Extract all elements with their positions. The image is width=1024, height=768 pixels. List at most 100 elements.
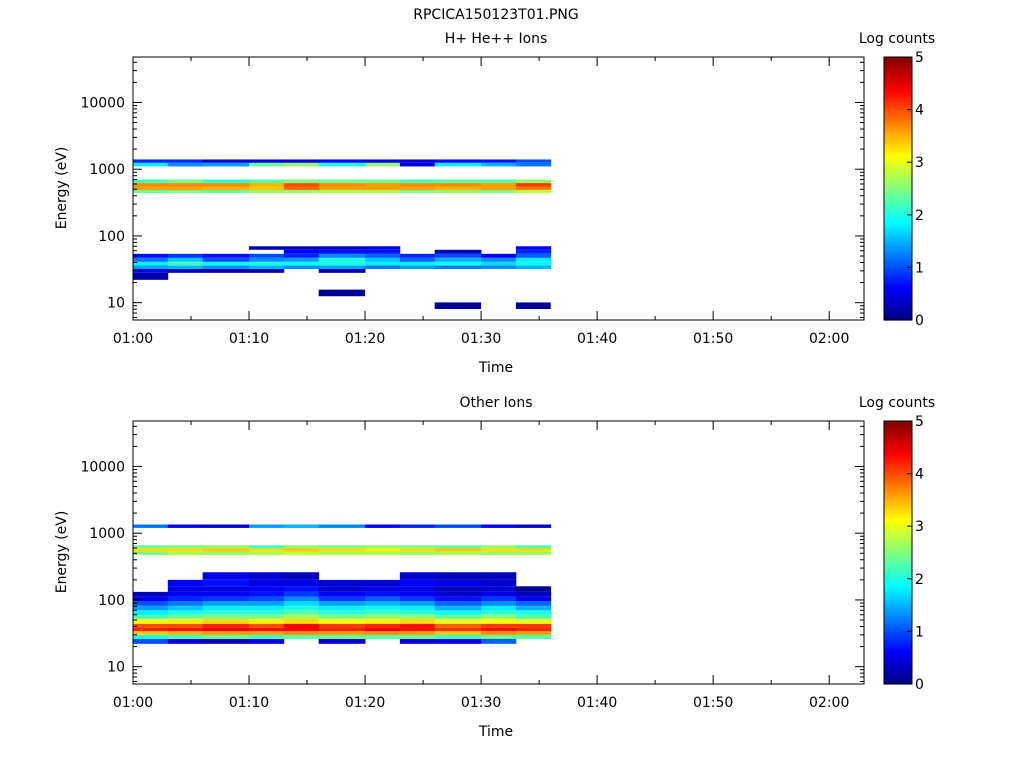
heatmap-cell <box>249 618 285 624</box>
colorbar-gradient-step <box>884 143 912 148</box>
colorbar-gradient-step <box>884 130 912 134</box>
colorbar-tick-label: 5 <box>915 414 924 430</box>
heatmap-cell <box>399 572 436 580</box>
heatmap-cell <box>133 605 169 611</box>
heatmap-cell <box>515 189 552 193</box>
heatmap-cell <box>434 189 482 193</box>
heatmap-cell <box>399 189 436 193</box>
heatmap-cell <box>249 159 285 163</box>
colorbar-gradient-step <box>884 314 912 318</box>
colorbar-gradient-step <box>884 277 912 282</box>
colorbar-gradient-step <box>884 230 912 234</box>
colorbar-gradient-step <box>884 135 912 140</box>
heatmap-cell <box>318 246 366 250</box>
heatmap-cell <box>434 265 482 269</box>
heatmap-cell <box>515 634 552 639</box>
heatmap-cell <box>481 614 517 619</box>
heatmap-cell <box>481 551 517 556</box>
colorbar-gradient-step <box>884 634 912 638</box>
heatmap-cell <box>167 545 204 549</box>
heatmap-cell <box>399 162 436 167</box>
heatmap-cell <box>283 591 320 597</box>
x-tick-label: 01:30 <box>461 695 501 711</box>
colorbar-gradient-step <box>884 460 912 464</box>
colorbar-gradient-step <box>884 246 912 250</box>
heatmap-cell <box>434 631 482 635</box>
heatmap-cell <box>318 253 366 258</box>
colorbar-gradient-step <box>884 573 912 577</box>
colorbar-gradient-step <box>884 620 912 625</box>
heatmap-cell <box>167 551 204 556</box>
colorbar-gradient-step <box>884 59 912 63</box>
colorbar-gradient-step <box>884 662 912 667</box>
heatmap-cell <box>481 265 517 269</box>
colorbar-gradient-step <box>884 106 912 111</box>
colorbar-gradient-step <box>884 285 912 290</box>
heatmap-cell <box>481 579 517 587</box>
heatmap-cell <box>365 253 401 258</box>
heatmap-cell <box>133 272 169 280</box>
heatmap-cell <box>167 610 204 615</box>
colorbar-gradient-step <box>884 581 912 585</box>
heatmap-cell <box>202 605 250 611</box>
colorbar-gradient-step <box>884 301 912 305</box>
y-tick-label: 1000 <box>89 526 125 542</box>
heatmap-cell <box>318 638 366 644</box>
x-tick-label: 01:10 <box>229 331 269 347</box>
colorbar-gradient-step <box>884 657 912 661</box>
heatmap-cell <box>318 265 366 269</box>
x-tick-label: 01:40 <box>577 695 617 711</box>
heatmap-cell <box>318 545 366 549</box>
heatmap-cell <box>167 159 204 163</box>
heatmap-cell <box>515 179 552 184</box>
y-tick-label: 10000 <box>80 459 125 475</box>
heatmap-cell <box>133 257 169 262</box>
heatmap-cell <box>399 596 436 602</box>
colorbar-gradient-step <box>884 426 912 430</box>
heatmap-cell <box>249 162 285 167</box>
heatmap-cell <box>202 627 250 632</box>
heatmap-cell <box>481 548 517 552</box>
y-tick-label: 100 <box>98 593 125 609</box>
colorbar-gradient-step <box>884 560 912 564</box>
colorbar-gradient-step <box>884 652 912 656</box>
colorbar-gradient-step <box>884 204 912 208</box>
heatmap-cell <box>249 638 285 644</box>
colorbar-gradient-step <box>884 156 912 161</box>
heatmap-cell <box>133 268 169 273</box>
heatmap-cell <box>434 591 482 597</box>
heatmap-cell <box>365 261 401 266</box>
heatmap-cell <box>318 631 366 635</box>
heatmap-cell <box>434 302 482 310</box>
colorbar-gradient-step <box>884 478 912 483</box>
colorbar-gradient-step <box>884 447 912 451</box>
colorbar-tick-label: 0 <box>915 313 924 329</box>
colorbar-gradient-step <box>884 109 912 113</box>
heatmap-cell <box>283 605 320 611</box>
colorbar-gradient-step <box>884 159 912 163</box>
x-tick-label: 01:40 <box>577 331 617 347</box>
heatmap-cell <box>515 159 552 163</box>
colorbar-gradient-step <box>884 649 912 654</box>
heatmap-cell <box>481 605 517 611</box>
colorbar-gradient-step <box>884 196 912 200</box>
heatmap-cell <box>133 524 169 528</box>
heatmap-cell <box>365 605 401 611</box>
colorbar-gradient-step <box>884 457 912 462</box>
heatmap-cell <box>434 586 482 592</box>
heatmap-cell <box>318 623 366 628</box>
heatmap-cell <box>515 623 552 628</box>
heatmap-cell <box>249 596 285 602</box>
heatmap-cell <box>434 634 482 639</box>
colorbar-gradient-step <box>884 154 912 158</box>
colorbar-gradient-step <box>884 505 912 509</box>
x-tick-label: 01:20 <box>345 331 385 347</box>
heatmap-cell <box>202 631 250 635</box>
heatmap-cell <box>202 257 250 262</box>
colorbar-gradient-step <box>884 626 912 630</box>
colorbar-gradient-step <box>884 660 912 664</box>
heatmap-cell <box>481 189 517 193</box>
colorbar-gradient-step <box>884 146 912 150</box>
colorbar-gradient-step <box>884 636 912 640</box>
x-tick-label: 01:20 <box>345 695 385 711</box>
